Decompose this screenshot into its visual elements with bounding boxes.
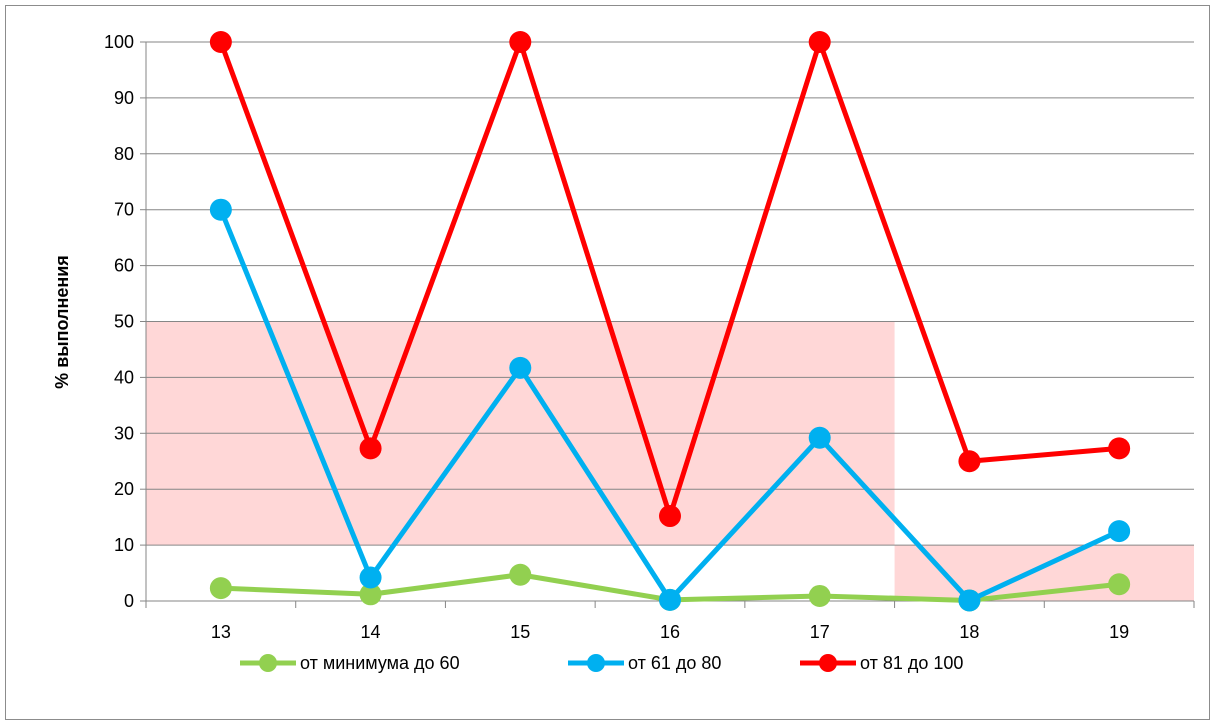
x-tick-label-19: 19 — [1109, 622, 1129, 642]
highlight-bands — [146, 321, 1194, 601]
data-point-2-14 — [359, 566, 382, 589]
data-point-1-15 — [509, 563, 532, 586]
data-point-2-19 — [1108, 520, 1131, 543]
legend-swatch-marker-1 — [259, 654, 277, 672]
data-point-3-16 — [659, 505, 681, 528]
y-tick-label-50: 50 — [114, 312, 134, 332]
y-axis-label: % выполнения — [52, 255, 72, 389]
y-tick-label-40: 40 — [114, 367, 134, 387]
y-tick-label-60: 60 — [114, 256, 134, 276]
x-tick-label-18: 18 — [959, 622, 979, 642]
y-tick-label-100: 100 — [104, 32, 134, 52]
legend-swatch-marker-3 — [819, 654, 837, 672]
data-point-1-19 — [1108, 573, 1131, 596]
y-tick-label-30: 30 — [114, 423, 134, 443]
x-tick-label-13: 13 — [211, 622, 231, 642]
data-point-2-16 — [659, 588, 681, 611]
series-2 — [209, 198, 1131, 612]
data-point-2-15 — [509, 356, 532, 379]
y-tick-label-80: 80 — [114, 144, 134, 164]
legend-swatch-marker-2 — [587, 654, 605, 672]
x-tick-label-15: 15 — [510, 622, 530, 642]
data-point-3-15 — [509, 31, 532, 53]
data-point-1-14 — [359, 583, 382, 606]
y-tick-label-20: 20 — [114, 479, 134, 499]
y-tick-label-70: 70 — [114, 200, 134, 220]
x-tick-label-14: 14 — [361, 622, 381, 642]
legend: от минимума до 60 от 61 до 80 от 81 до 100 — [240, 653, 963, 673]
series-lines — [209, 31, 1131, 612]
y-tick-label-90: 90 — [114, 88, 134, 108]
legend-label-1: от минимума до 60 — [300, 653, 460, 673]
x-tick-label-17: 17 — [810, 622, 830, 642]
legend-item-3: от 81 до 100 — [800, 653, 963, 673]
legend-item-1: от минимума до 60 — [240, 653, 460, 673]
data-point-2-17 — [808, 426, 831, 449]
data-point-3-18 — [958, 450, 981, 473]
legend-label-2: от 61 до 80 — [628, 653, 721, 673]
y-tick-label-10: 10 — [114, 535, 134, 555]
tick-labels: 0 10 20 30 40 50 60 70 80 90 100 13 14 15 16 17 18 19 — [104, 32, 1129, 642]
data-point-1-13 — [209, 577, 232, 600]
data-point-3-13 — [209, 31, 232, 53]
y-tick-label-0: 0 — [124, 591, 134, 611]
legend-item-2: от 61 до 80 — [568, 653, 721, 673]
data-point-2-13 — [209, 198, 232, 221]
data-point-3-17 — [808, 31, 831, 53]
data-point-3-19 — [1108, 437, 1131, 460]
legend-label-3: от 81 до 100 — [860, 653, 963, 673]
data-point-2-18 — [958, 589, 981, 612]
x-tick-label-16: 16 — [660, 622, 680, 642]
data-point-1-17 — [808, 584, 831, 607]
gridlines — [146, 41, 1194, 546]
data-point-3-14 — [359, 437, 382, 460]
series-3 — [209, 31, 1131, 528]
